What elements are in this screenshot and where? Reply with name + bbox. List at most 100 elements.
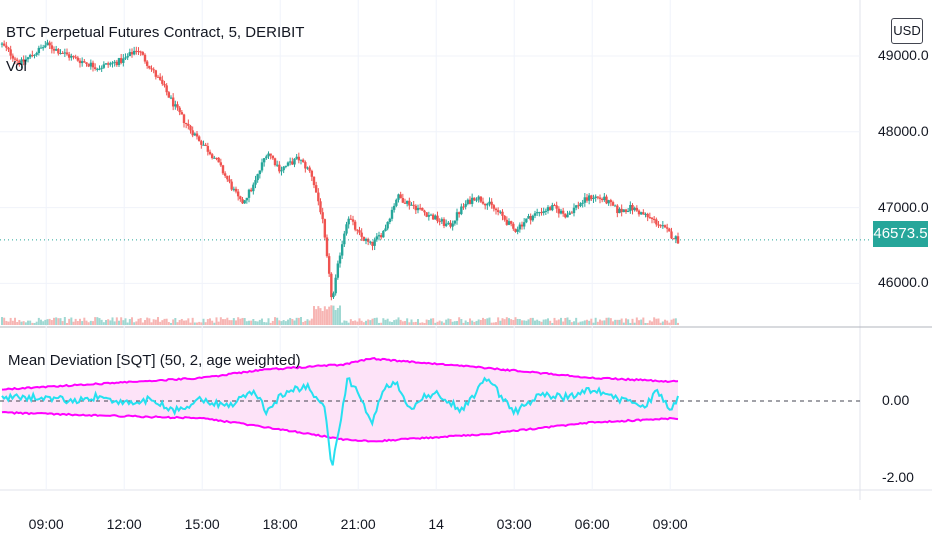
candle-body [555, 205, 558, 209]
volume-bar [588, 320, 591, 325]
candle-body [215, 157, 218, 159]
candle-body [85, 62, 88, 64]
candle-body [76, 57, 80, 61]
volume-bar [55, 317, 58, 325]
volume-bar [297, 317, 300, 325]
candle-body [262, 158, 266, 163]
candle-body [401, 198, 405, 203]
volume-bar [596, 321, 599, 325]
volume-bar [388, 321, 391, 325]
volume-bar [432, 318, 435, 325]
volume-bar [159, 321, 162, 325]
volume-bar [14, 317, 16, 325]
volume-bar [109, 320, 112, 325]
time-axis-tick: 09:00 [28, 516, 64, 532]
volume-bar [560, 317, 562, 325]
chart-title: BTC Perpetual Futures Contract, 5, DERIB… [6, 24, 305, 41]
volume-bar [152, 319, 155, 325]
volume-bar [148, 318, 151, 325]
volume-bar [620, 318, 623, 325]
candle-body [5, 45, 8, 48]
candle-body [226, 175, 229, 180]
volume-bar [605, 317, 608, 325]
volume-bar [510, 319, 513, 325]
candle-body [249, 189, 253, 192]
volume-bar [438, 320, 441, 325]
candle-body [39, 47, 43, 49]
volume-bar [464, 320, 467, 325]
volume-bar [508, 318, 510, 325]
volume-bar [456, 321, 458, 325]
volume-bar [35, 321, 38, 325]
volume-bar [557, 319, 560, 325]
candle-body [230, 181, 233, 190]
volume-bar [157, 317, 159, 325]
candle-body [59, 53, 62, 55]
candle-body [453, 220, 457, 224]
volume-bar [304, 320, 307, 325]
candle-body [28, 54, 32, 58]
candle-body [46, 42, 49, 46]
volume-bar [670, 319, 673, 325]
volume-bar [447, 318, 450, 325]
currency-button[interactable]: USD [891, 18, 923, 44]
candle-body [403, 202, 407, 204]
candle-body [473, 197, 476, 201]
volume-bar [339, 305, 341, 325]
volume-bar [317, 306, 320, 325]
candle-body [622, 209, 626, 213]
volume-bar [523, 320, 526, 325]
volume-bar [137, 318, 140, 325]
candle-body [148, 65, 151, 69]
candle-body [613, 205, 617, 207]
candle-body [429, 214, 433, 216]
volume-bar [354, 320, 357, 325]
volume-bar [631, 318, 634, 325]
candle-body [288, 161, 292, 163]
candle-body [100, 67, 103, 69]
candle-body [347, 218, 350, 225]
volume-bar [677, 322, 679, 325]
candle-body [189, 125, 192, 131]
candle-body [408, 200, 411, 206]
candle-body [345, 224, 348, 234]
volume-bar [655, 318, 658, 325]
volume-bar [449, 319, 452, 325]
candle-body [217, 157, 220, 163]
candle-body [139, 51, 142, 53]
volume-bar [293, 320, 296, 325]
volume-bar [295, 317, 298, 325]
volume-bar [531, 317, 534, 325]
candle-body [379, 235, 383, 238]
volume-bar [72, 321, 75, 325]
candle-body [520, 224, 524, 227]
candle-body [247, 189, 251, 198]
volume-bar [79, 318, 81, 325]
candle-body [572, 207, 576, 214]
candle-body [652, 218, 656, 220]
volume-bar [384, 319, 387, 325]
candle-body [507, 221, 511, 225]
volume-bar [213, 322, 216, 325]
volume-bar [122, 320, 125, 325]
candle-body [165, 85, 168, 93]
volume-bar [48, 318, 51, 325]
volume-bar [287, 319, 289, 325]
volume-bar [265, 322, 268, 325]
volume-bar [271, 320, 274, 325]
volume-bar [612, 321, 614, 325]
candle-body [299, 159, 303, 161]
candle-body [171, 97, 175, 107]
volume-bar [185, 320, 188, 325]
volume-bar [302, 322, 305, 325]
volume-bar [466, 322, 469, 325]
candle-body [644, 213, 647, 215]
candle-body [152, 69, 155, 71]
indicator-title: Mean Deviation [SQT] (50, 2, age weighte… [8, 352, 301, 369]
candle-body [187, 123, 190, 126]
lower-band-line [1, 410, 679, 443]
volume-bar [343, 320, 346, 325]
candle-body [434, 215, 437, 220]
candle-body [631, 205, 634, 211]
